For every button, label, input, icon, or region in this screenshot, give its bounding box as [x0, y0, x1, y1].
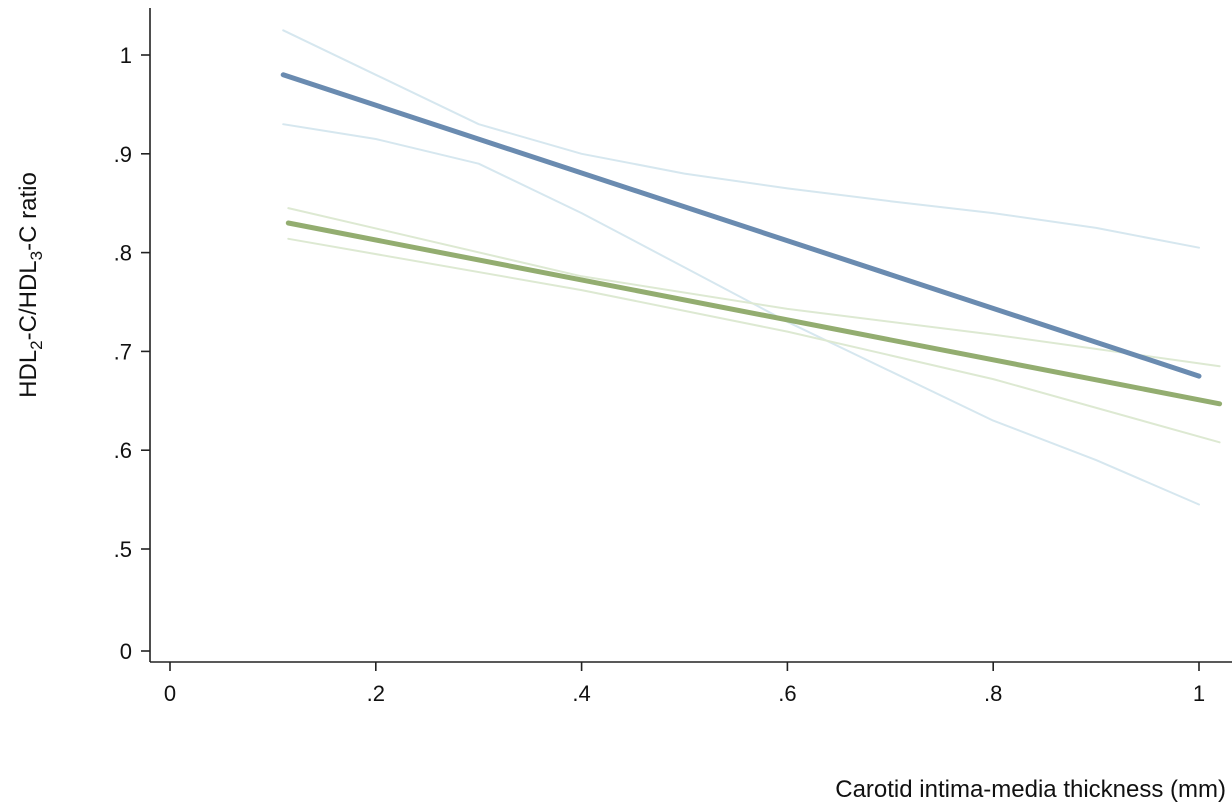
y-tick-label: .6: [114, 438, 132, 463]
x-axis-title: Carotid intima-media thickness (mm): [835, 776, 1226, 803]
green-ci-upper-line: [287, 207, 1221, 368]
y-title-part-3: -C ratio: [15, 172, 42, 251]
green-ci-lower-line: [287, 237, 1221, 444]
blue-ci-lower-line: [282, 123, 1200, 506]
x-tick-label: 1: [1193, 681, 1205, 706]
y-title-part-1: HDL: [15, 350, 42, 398]
fitted-lines: [280, 72, 1223, 407]
x-tick-label: .6: [778, 681, 796, 706]
y-tick-label: .8: [114, 241, 132, 266]
ticks: 0 .5 .6 .7 .8 .9 1 0 .2 .4 .6 .8 1: [114, 43, 1205, 706]
confidence-bands: [282, 29, 1221, 506]
y-tick-label: 0: [120, 639, 132, 664]
x-tick-label: .8: [984, 681, 1002, 706]
green-fit-line: [285, 220, 1223, 407]
y-axis-title: HDL2-C/HDL3-C ratio: [15, 172, 46, 398]
blue-fit-line: [280, 72, 1202, 379]
x-tick-label: 0: [164, 681, 176, 706]
y-tick-label: .9: [114, 142, 132, 167]
y-tick-label: .7: [114, 339, 132, 364]
x-tick-label: .2: [367, 681, 385, 706]
y-title-subscript-3: 3: [27, 251, 46, 260]
axes: [149, 8, 1232, 663]
blue-ci-upper-line: [282, 29, 1200, 249]
x-tick-label: .4: [572, 681, 590, 706]
y-tick-label: 1: [120, 43, 132, 68]
y-title-part-2: -C/HDL: [15, 260, 42, 340]
y-title-subscript-2: 2: [27, 340, 46, 349]
y-tick-label: .5: [114, 537, 132, 562]
